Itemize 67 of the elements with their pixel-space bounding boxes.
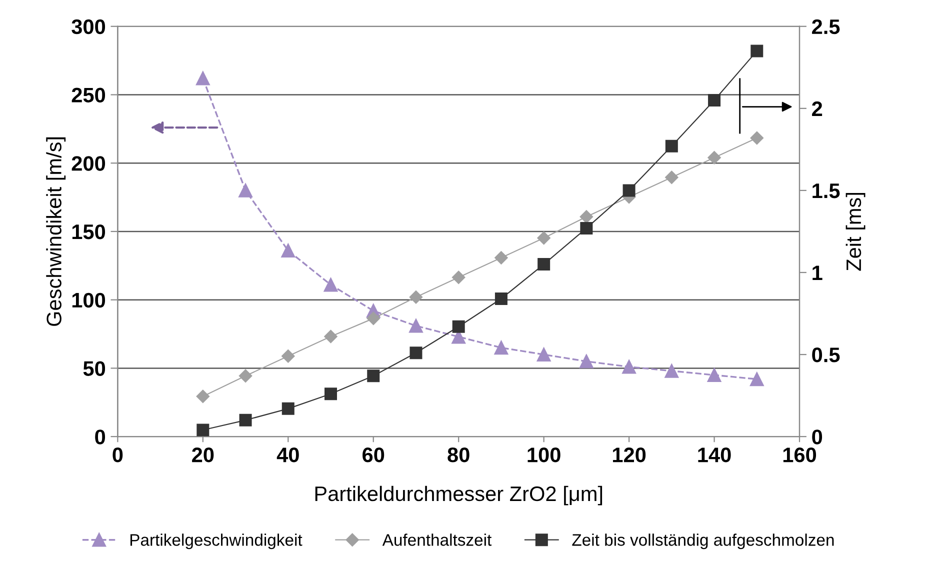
y-tick-label: 50 xyxy=(83,361,106,376)
y2-tick-label: 1 xyxy=(812,266,822,280)
x-tick-label: 140 xyxy=(698,448,731,462)
point xyxy=(452,320,465,333)
point xyxy=(750,372,764,386)
legend-label: Aufenthaltszeit xyxy=(382,534,492,546)
point xyxy=(708,94,721,106)
point xyxy=(579,354,594,368)
y-tick-label: 300 xyxy=(72,19,106,34)
point xyxy=(239,414,252,426)
x-tick-label: 0 xyxy=(112,448,123,462)
point xyxy=(282,402,294,415)
point xyxy=(409,318,423,333)
point xyxy=(324,278,338,292)
point xyxy=(281,244,296,258)
point xyxy=(708,151,721,164)
point xyxy=(238,369,252,382)
y2-tick-label: 0 xyxy=(812,430,822,444)
point xyxy=(538,258,550,271)
x-axis-title: Partikeldurchmesser ZrO2 [μm] xyxy=(315,486,602,506)
y2-tick-label: 2 xyxy=(812,101,822,116)
y-tick-label: 150 xyxy=(72,224,106,240)
point xyxy=(324,330,338,344)
point xyxy=(750,44,764,58)
x-tick-label: 20 xyxy=(192,448,214,462)
point xyxy=(494,340,508,355)
y2-tick-label: 0.5 xyxy=(812,348,840,362)
point xyxy=(494,292,508,305)
point xyxy=(196,71,210,86)
point xyxy=(622,184,636,197)
y-tick-label: 100 xyxy=(72,292,106,308)
point xyxy=(324,388,338,400)
legend-label: Partikelgeschwindigkeit xyxy=(130,534,302,550)
y-axis-title: Geschwindikeit [m/s] xyxy=(46,137,66,326)
y2-tick-label: 1.5 xyxy=(812,184,840,198)
point xyxy=(366,312,380,326)
point xyxy=(664,364,679,378)
point xyxy=(409,290,423,304)
y-tick-label: 200 xyxy=(72,156,106,171)
x-tick-label: 80 xyxy=(448,448,470,462)
point xyxy=(580,210,594,224)
point xyxy=(707,368,722,382)
point xyxy=(367,370,380,382)
y-tick-label: 250 xyxy=(72,88,106,102)
x-tick-label: 60 xyxy=(362,448,384,462)
y2-axis-title: Zeit [ms] xyxy=(846,193,866,271)
point xyxy=(537,231,550,245)
point xyxy=(282,350,295,363)
point xyxy=(196,390,210,403)
point xyxy=(665,140,678,152)
point xyxy=(536,348,551,362)
point xyxy=(452,270,466,284)
point xyxy=(494,251,508,264)
point xyxy=(196,424,210,436)
point xyxy=(622,360,636,374)
legend-label: Zeit bis vollständig aufgeschmolzen xyxy=(572,534,834,550)
x-tick-label: 40 xyxy=(276,448,299,462)
y-tick-label: 0 xyxy=(95,430,106,444)
x-tick-label: 100 xyxy=(528,448,560,462)
point xyxy=(665,170,678,184)
point xyxy=(238,184,252,198)
point xyxy=(580,222,593,234)
y2-tick-label: 2.5 xyxy=(812,19,840,34)
point xyxy=(750,131,764,145)
x-tick-label: 160 xyxy=(783,448,816,462)
point xyxy=(410,346,422,360)
x-tick-label: 120 xyxy=(612,448,646,462)
